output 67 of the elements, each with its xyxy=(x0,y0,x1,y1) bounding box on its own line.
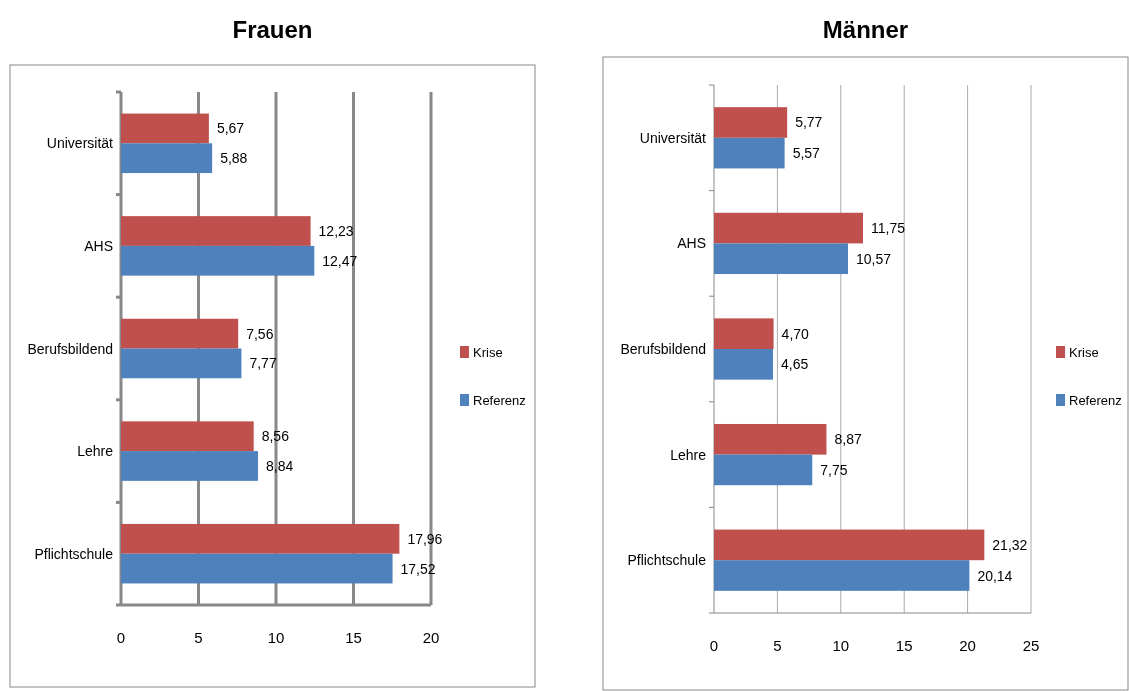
data-label: 21,32 xyxy=(992,536,1028,553)
bar xyxy=(121,451,259,481)
data-label: 5,67 xyxy=(216,120,245,137)
y-tick-label: Universität xyxy=(639,129,707,146)
x-tick-label: 15 xyxy=(895,637,913,654)
bar xyxy=(714,423,827,455)
bar xyxy=(714,243,849,275)
bar xyxy=(714,454,813,486)
x-tick-label: 20 xyxy=(422,629,440,646)
y-tick-label: Universität xyxy=(46,135,114,152)
data-label: 17,52 xyxy=(400,560,436,577)
data-label: 8,84 xyxy=(266,457,294,474)
x-tick-label: 5 xyxy=(773,637,782,654)
bar xyxy=(714,107,788,138)
x-tick-label: 15 xyxy=(345,629,362,646)
bar xyxy=(714,349,773,380)
bar xyxy=(121,421,254,452)
x-tick-label: 5 xyxy=(194,629,203,646)
bar xyxy=(121,523,400,554)
data-label: 8,87 xyxy=(834,431,862,448)
data-label: 7,56 xyxy=(246,325,274,342)
bar xyxy=(714,137,785,169)
chart-title: Männer xyxy=(822,16,909,43)
chart-title: Frauen xyxy=(232,16,313,43)
y-tick-label: Berufsbildend xyxy=(27,340,113,357)
bar xyxy=(121,245,315,276)
data-label: 12,47 xyxy=(322,252,358,269)
data-label: 5,57 xyxy=(792,145,821,162)
y-tick-label: AHS xyxy=(84,237,113,254)
bar xyxy=(121,113,209,144)
data-label: 17,96 xyxy=(407,530,443,547)
data-label: 8,56 xyxy=(261,428,290,445)
x-tick-label: 20 xyxy=(959,637,976,654)
bar xyxy=(121,143,213,174)
x-tick-label: 10 xyxy=(267,629,285,646)
data-label: 4,70 xyxy=(781,325,810,342)
bar xyxy=(714,560,970,591)
data-label: 7,77 xyxy=(249,355,277,372)
bar xyxy=(714,212,863,244)
y-tick-label: Pflichtschule xyxy=(34,545,114,562)
data-label: 10,57 xyxy=(856,250,892,267)
x-tick-label: 10 xyxy=(832,637,850,654)
legend-label: Referenz xyxy=(473,393,526,408)
data-label: 4,65 xyxy=(780,356,809,373)
legend-label: Referenz xyxy=(1069,393,1122,408)
bar xyxy=(121,318,239,349)
y-tick-label: Lehre xyxy=(670,446,707,463)
x-tick-label: 25 xyxy=(1022,637,1040,654)
y-tick-label: Pflichtschule xyxy=(627,552,707,569)
x-tick-label: 0 xyxy=(116,629,126,646)
bar xyxy=(121,348,242,379)
y-tick-label: Lehre xyxy=(77,443,114,460)
data-label: 20,14 xyxy=(977,567,1013,584)
data-label: 7,75 xyxy=(820,461,848,478)
y-tick-label: AHS xyxy=(677,235,706,252)
bar xyxy=(121,553,393,584)
x-tick-label: 0 xyxy=(709,637,719,654)
bar xyxy=(714,529,985,561)
y-tick-label: Berufsbildend xyxy=(620,341,706,357)
data-label: 5,77 xyxy=(795,114,823,131)
data-label: 12,23 xyxy=(318,223,354,240)
bar xyxy=(714,318,774,349)
data-label: 5,88 xyxy=(220,150,248,167)
legend-label: Krise xyxy=(473,345,503,360)
data-label: 11,75 xyxy=(870,220,906,237)
bar xyxy=(121,216,311,246)
legend-label: Krise xyxy=(1069,345,1099,360)
